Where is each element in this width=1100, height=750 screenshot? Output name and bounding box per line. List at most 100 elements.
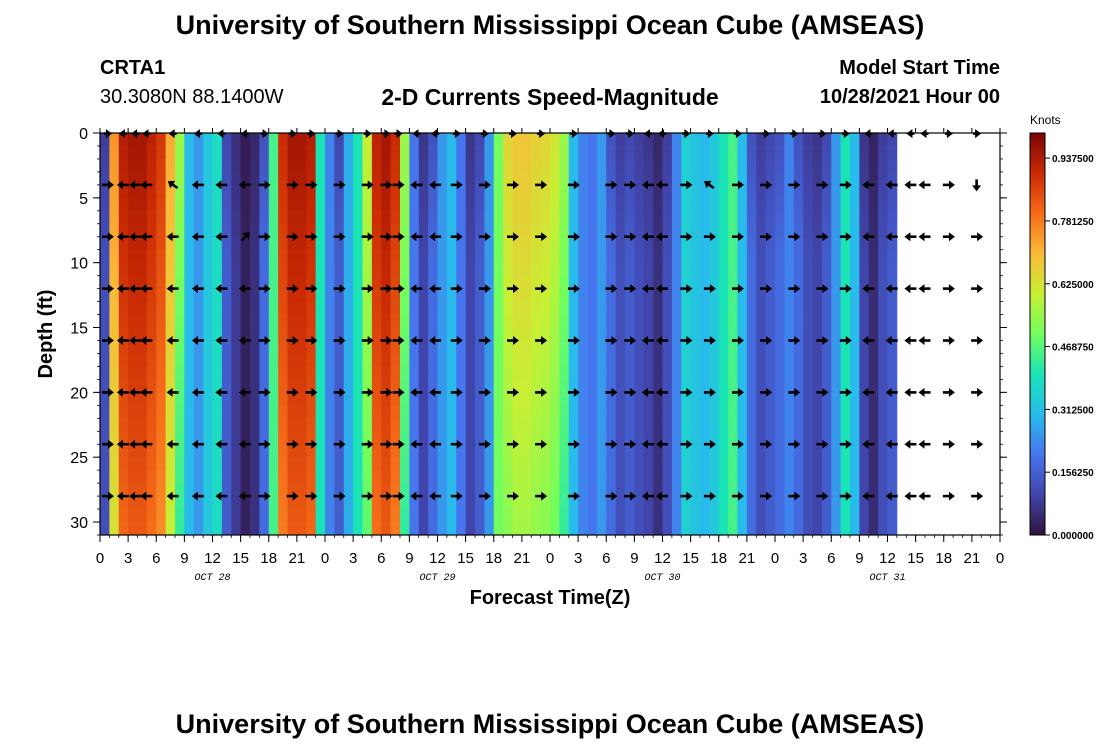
heatmap-cell — [465, 379, 476, 393]
heatmap-cell — [793, 496, 804, 510]
heatmap-cell — [550, 236, 560, 251]
heatmap-cell — [643, 301, 654, 315]
heatmap-cell — [118, 392, 129, 406]
heatmap-cell — [868, 249, 879, 264]
heatmap-cell — [662, 197, 673, 212]
heatmap-cell — [118, 522, 129, 536]
heatmap-cell — [493, 496, 504, 510]
heatmap-cell — [737, 145, 748, 160]
heatmap-cell — [531, 158, 542, 173]
heatmap-cell — [737, 431, 748, 445]
heatmap-cell — [484, 379, 495, 393]
heatmap-cell — [868, 457, 879, 471]
heatmap-cell — [878, 301, 888, 315]
current-arrow — [361, 387, 374, 397]
heatmap-cell — [765, 457, 776, 471]
heatmap-cell — [118, 405, 129, 419]
heatmap-cell — [831, 158, 842, 173]
current-arrow — [410, 387, 423, 397]
arrow-head — [339, 284, 346, 294]
heatmap-cell — [184, 171, 195, 186]
heatmap-cell — [371, 392, 382, 406]
heatmap-cell — [615, 301, 626, 315]
heatmap-cell — [156, 171, 167, 186]
arrow-head — [972, 185, 982, 192]
heatmap-cell — [568, 184, 579, 199]
heatmap-cell — [493, 249, 504, 264]
heatmap-cell — [334, 314, 345, 328]
heatmap-cell — [381, 392, 392, 406]
heatmap-cell — [128, 288, 138, 302]
current-arrow — [129, 232, 142, 242]
heatmap-cell — [831, 275, 842, 290]
heatmap-cell — [718, 418, 729, 432]
heatmap-cell — [625, 249, 635, 264]
heatmap-cell — [784, 340, 795, 354]
heatmap-cell — [362, 353, 373, 367]
heatmap-cell — [550, 262, 560, 277]
current-arrow — [885, 232, 898, 242]
current-arrow — [703, 491, 716, 501]
heatmap-cell — [859, 379, 870, 393]
heatmap-cell — [315, 444, 326, 458]
heatmap-cell — [334, 288, 345, 302]
heatmap-cell — [212, 236, 223, 251]
heatmap-cell — [625, 223, 635, 238]
arrow-head — [264, 491, 271, 501]
heatmap-cell — [240, 379, 251, 393]
current-arrow — [392, 491, 405, 501]
heatmap-cell — [381, 483, 392, 497]
heatmap-cell — [100, 223, 110, 238]
heatmap-cell — [418, 301, 429, 315]
heatmap-cell — [400, 158, 410, 173]
heatmap-cell — [709, 301, 720, 315]
heatmap-cell — [784, 444, 795, 458]
current-arrow — [904, 232, 917, 242]
heatmap-cell — [596, 184, 607, 199]
heatmap-cell — [521, 275, 532, 290]
heatmap-cell — [850, 275, 860, 290]
heatmap-cell — [456, 470, 467, 484]
heatmap-cell — [221, 158, 232, 173]
heatmap-cell — [578, 418, 588, 432]
current-arrow — [942, 439, 955, 449]
station-id: CRTA1 — [100, 57, 166, 79]
heatmap-cell — [203, 483, 213, 497]
arrow-head — [129, 284, 136, 294]
current-arrow — [942, 491, 955, 501]
heatmap-cell — [437, 275, 448, 290]
heatmap-cell — [418, 236, 429, 251]
heatmap-cell — [128, 249, 138, 264]
arrow-head — [738, 491, 744, 501]
heatmap-cell — [118, 197, 129, 212]
heatmap-cell — [146, 470, 157, 484]
heatmap-cell — [850, 496, 860, 510]
heatmap-cell — [634, 327, 645, 341]
heatmap-cell — [493, 262, 504, 277]
current-arrow — [333, 232, 346, 242]
heatmap-cell — [859, 223, 870, 238]
heatmap-cell — [671, 353, 682, 367]
heatmap-cell — [821, 197, 832, 212]
heatmap-cell — [690, 314, 701, 328]
heatmap-cell — [353, 418, 363, 432]
heatmap-cell — [859, 314, 870, 328]
heatmap-cell — [765, 249, 776, 264]
heatmap-cell — [296, 444, 307, 458]
heatmap-cell — [671, 457, 682, 471]
heatmap-cell — [756, 158, 767, 173]
heatmap-cell — [831, 444, 842, 458]
heatmap-cell — [371, 522, 382, 536]
heatmap-cell — [156, 275, 167, 290]
heatmap-cell — [690, 509, 701, 523]
current-arrow — [380, 180, 393, 190]
arrow-head — [738, 387, 744, 397]
heatmap-cell — [493, 483, 504, 497]
heatmap-cell — [643, 431, 654, 445]
heatmap-cell — [409, 223, 420, 238]
arrow-head — [611, 336, 618, 345]
heatmap-cell — [521, 405, 532, 419]
y-tick-label: 20 — [70, 385, 88, 402]
heatmap-cell — [840, 431, 851, 445]
heatmap-cell — [203, 353, 213, 367]
